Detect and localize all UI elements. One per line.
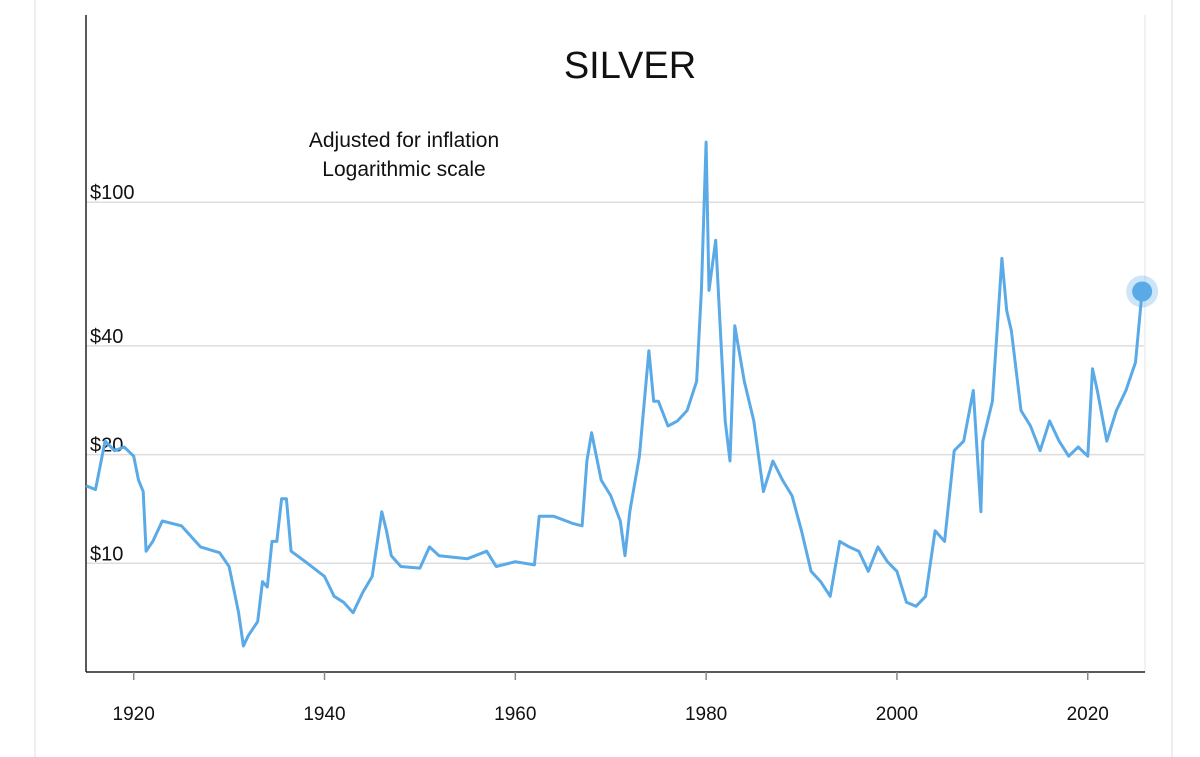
annotation: Adjusted for inflation [309,129,499,152]
x-tick-label: 1920 [113,704,155,725]
chart-title: SILVER [564,45,696,87]
x-tick-label: 2020 [1067,704,1109,725]
x-tick-label: 2000 [876,704,918,725]
y-tick-label: $10 [90,543,123,565]
end-marker [1132,281,1153,302]
x-tick-label: 1980 [685,704,727,725]
y-tick-label: $20 [90,435,123,457]
x-tick-label: 1940 [303,704,345,725]
annotation: Logarithmic scale [322,158,485,181]
y-tick-label: $100 [90,182,135,204]
x-tick-label: 1960 [494,704,536,725]
line [85,140,1144,648]
y-tick-label: $40 [90,326,123,348]
